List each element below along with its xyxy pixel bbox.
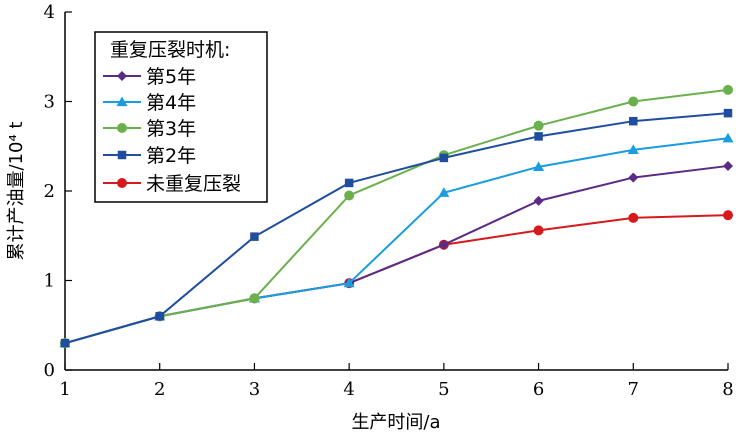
legend-box [94, 31, 268, 203]
series-line [64, 88, 729, 345]
data-point [250, 232, 259, 241]
x-tick-label: 4 [343, 379, 354, 400]
legend-item-2: 第4年 [103, 92, 196, 114]
legend-item-1: 第5年 [103, 66, 196, 88]
legend-item-5: 未重复压裂 [103, 173, 241, 195]
series-line [64, 214, 729, 345]
legend-item-4: 第2年 [103, 145, 196, 167]
legend-marker [117, 123, 127, 133]
data-point [344, 190, 355, 201]
data-point [723, 210, 733, 221]
data-point [629, 116, 638, 126]
data-point [628, 172, 639, 183]
legend-label: 第4年 [146, 92, 196, 114]
data-point [534, 132, 543, 141]
data-point [628, 212, 639, 223]
data-point [533, 225, 544, 236]
data-point [249, 293, 260, 304]
legend-item-3: 第3年 [103, 118, 196, 140]
legend-marker [116, 96, 128, 107]
data-point [438, 187, 450, 197]
x-tick-label: 3 [249, 379, 260, 400]
y-tick-label: 2 [44, 181, 55, 202]
y-tick-label: 3 [44, 92, 55, 113]
data-point [343, 277, 355, 288]
y-tick-label: 0 [44, 360, 55, 381]
legend-label: 第3年 [146, 118, 196, 140]
y-tick-label: 4 [44, 2, 55, 23]
x-tick-label: 2 [154, 379, 165, 400]
data-point [438, 239, 449, 250]
data-point [60, 338, 70, 348]
series-5 [60, 210, 733, 349]
data-point [723, 108, 733, 118]
data-point [533, 120, 544, 131]
data-point [723, 160, 733, 171]
x-tick-label: 8 [722, 379, 733, 400]
legend-label: 第5年 [146, 66, 196, 88]
y-tick-label: 1 [44, 271, 55, 292]
data-point [439, 153, 449, 163]
data-point [628, 96, 639, 107]
x-axis-title: 生产时间/a [351, 412, 440, 433]
axes [64, 11, 729, 371]
x-tick-label: 1 [59, 379, 70, 400]
series-4 [60, 108, 733, 348]
series-line [64, 112, 729, 345]
data-point [344, 178, 354, 188]
series-group [59, 84, 734, 349]
data-point [155, 312, 164, 321]
x-tick-label: 5 [438, 379, 449, 400]
y-axis-title: 累计产油量/10⁴ t [6, 122, 27, 261]
legend-marker [117, 178, 127, 188]
legend-label: 未重复压裂 [146, 173, 241, 195]
data-point [723, 84, 733, 95]
legend-label: 第2年 [146, 145, 196, 167]
data-point [722, 132, 734, 143]
x-tick-label: 7 [628, 379, 639, 400]
legend-title: 重复压裂时机: [110, 39, 230, 61]
data-point [533, 195, 544, 206]
legend-marker [117, 150, 127, 160]
data-point [533, 161, 545, 171]
data-point [627, 144, 639, 154]
legend-marker [117, 71, 127, 81]
x-tick-label: 6 [533, 379, 544, 400]
